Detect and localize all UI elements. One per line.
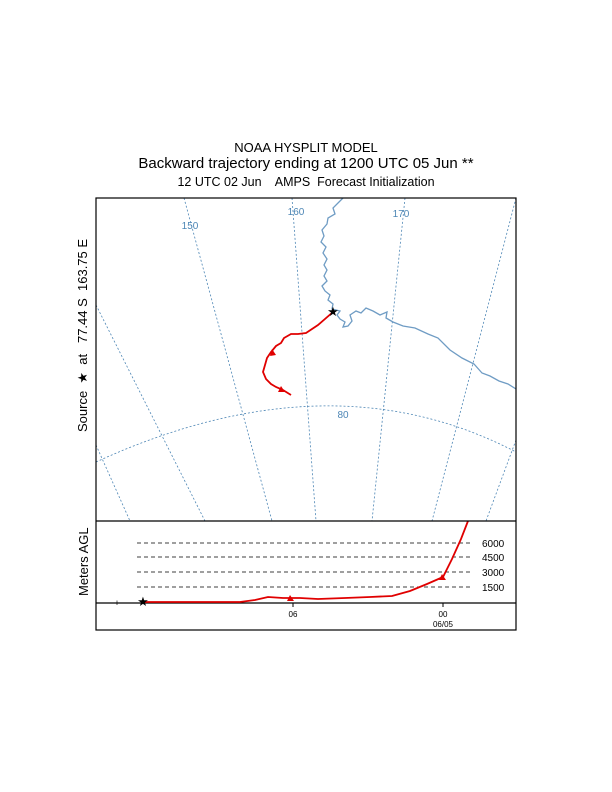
meridian-line bbox=[431, 198, 516, 521]
map-area bbox=[96, 198, 516, 521]
time-tick-label: 06 bbox=[289, 610, 298, 619]
coastline bbox=[320, 198, 516, 390]
vertical-trajectory-marker bbox=[439, 574, 446, 580]
meridian-150-line bbox=[183, 198, 273, 521]
time-tick-label: 00 bbox=[439, 610, 448, 619]
trajectory-marker bbox=[270, 349, 276, 356]
left-marker: + bbox=[114, 598, 119, 608]
meridian-160-line bbox=[291, 198, 317, 521]
trajectory-marker bbox=[278, 386, 285, 392]
vertical-panel: 6000 4500 3000 1500 06 00 06/05 + ★ bbox=[96, 520, 516, 629]
source-location-label: Source ★ at 77.44 S 163.75 E bbox=[75, 238, 90, 432]
vertical-source-star-icon: ★ bbox=[137, 594, 149, 609]
meridian-label: 160 bbox=[288, 207, 305, 218]
meridian-label: 150 bbox=[182, 221, 199, 232]
meters-agl-label: Meters AGL bbox=[76, 527, 91, 596]
title-line-3: 12 UTC 02 Jun AMPS Forecast Initializati… bbox=[177, 175, 435, 189]
meridian-line bbox=[96, 304, 206, 521]
title-line-1: NOAA HYSPLIT MODEL bbox=[234, 140, 378, 155]
meridian-label: 170 bbox=[393, 209, 410, 220]
trajectory-line bbox=[262, 311, 334, 396]
date-label: 06/05 bbox=[433, 620, 454, 629]
vertical-trajectory-line bbox=[143, 520, 469, 603]
vertical-trajectory-marker bbox=[287, 595, 294, 601]
latitude-80-circle bbox=[96, 405, 516, 463]
meridian-line bbox=[96, 444, 131, 521]
level-label: 1500 bbox=[482, 583, 505, 594]
level-label: 6000 bbox=[482, 539, 505, 550]
meridian-170-line bbox=[371, 198, 406, 521]
meridian-line bbox=[485, 439, 516, 521]
source-star-icon: ★ bbox=[327, 304, 339, 319]
figure-frame bbox=[95, 197, 517, 631]
latitude-label: 80 bbox=[337, 410, 349, 421]
height-lines bbox=[137, 542, 472, 588]
graticule bbox=[96, 198, 516, 521]
level-label: 4500 bbox=[482, 553, 505, 564]
title-line-2: Backward trajectory ending at 1200 UTC 0… bbox=[138, 155, 474, 172]
level-label: 3000 bbox=[482, 568, 505, 579]
